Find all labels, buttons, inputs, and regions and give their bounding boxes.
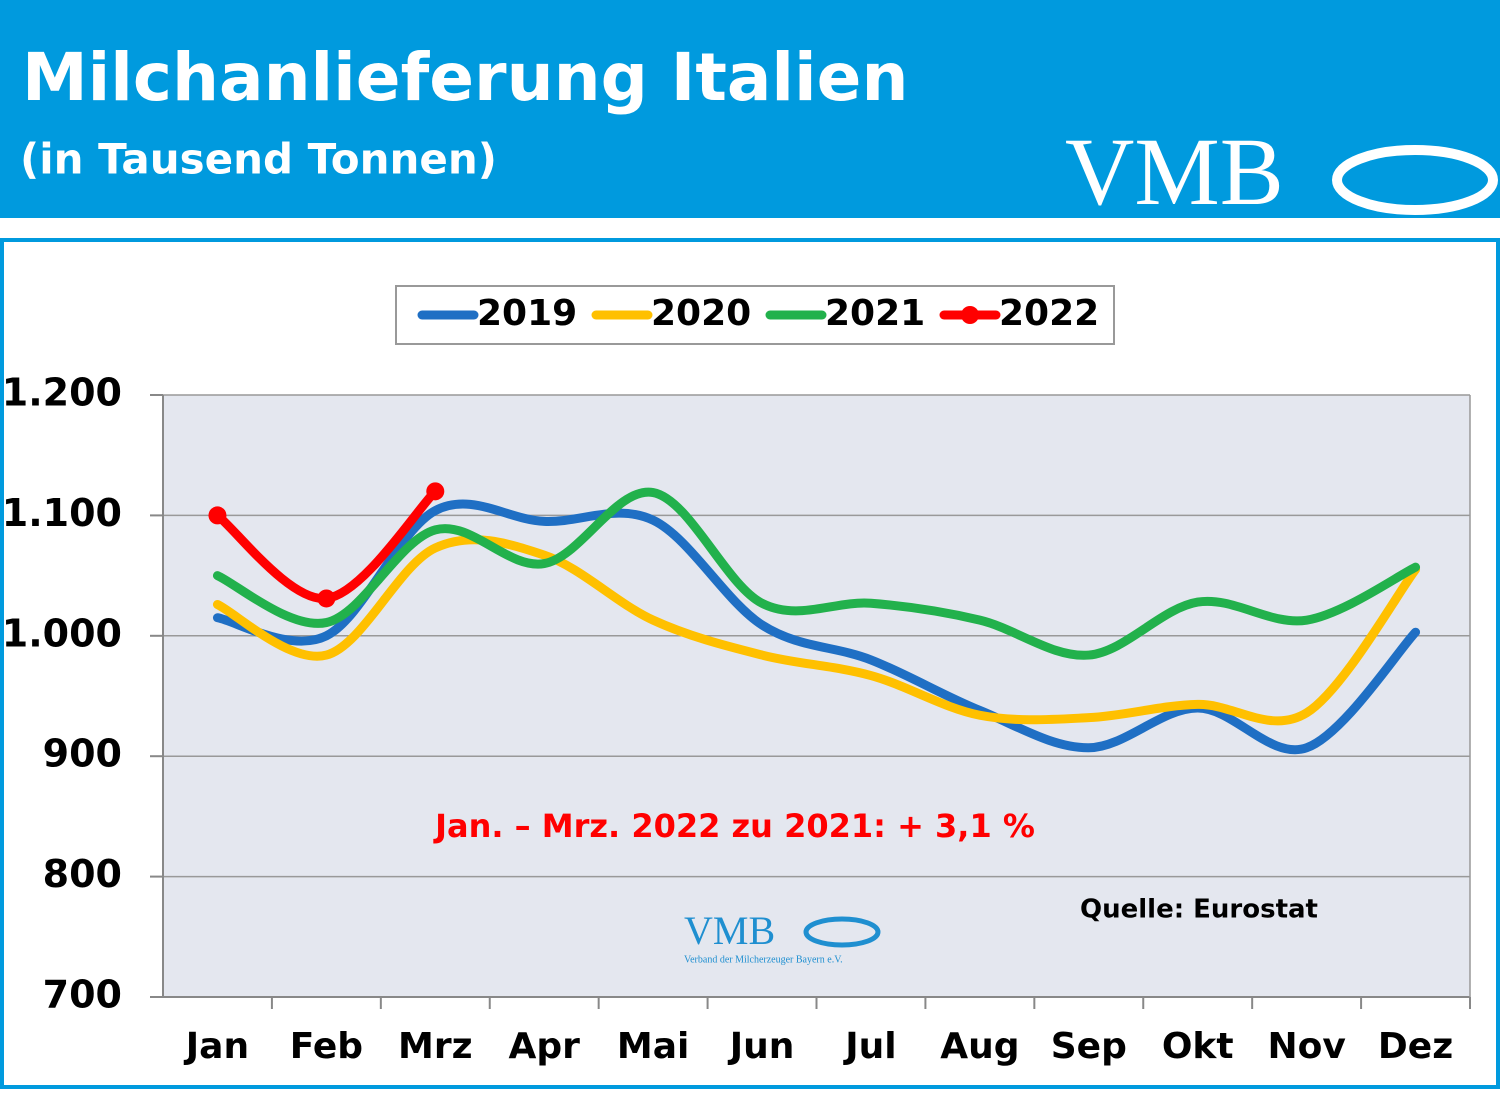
watermark-caption: Verband der Milcherzeuger Bayern e.V. — [684, 954, 843, 965]
x-tick-label: Jul — [842, 1026, 896, 1067]
point — [426, 482, 445, 501]
watermark-mark — [803, 916, 881, 948]
legend-label: 2020 — [651, 293, 751, 334]
x-tick-label: Jun — [727, 1026, 795, 1067]
y-tick-label: 900 — [43, 732, 122, 776]
x-tick-label: Dez — [1378, 1026, 1453, 1067]
x-tick-label: Sep — [1051, 1026, 1127, 1067]
y-tick-label: 1.200 — [2, 371, 122, 415]
legend-label: 2021 — [825, 293, 925, 334]
y-tick-label: 800 — [43, 852, 122, 896]
title: Milchanlieferung Italien — [22, 39, 908, 116]
point — [208, 506, 227, 525]
x-tick-label: Mai — [617, 1026, 689, 1067]
y-tick-label: 700 — [43, 973, 122, 1017]
source: Quelle: Eurostat — [1080, 895, 1318, 925]
plot-area — [163, 395, 1470, 997]
x-tick-label: Feb — [290, 1026, 363, 1067]
legend-label: 2022 — [999, 293, 1099, 334]
x-tick-label: Nov — [1267, 1026, 1345, 1067]
x-tick-label: Aug — [940, 1026, 1019, 1067]
point — [317, 589, 336, 608]
annotation: Jan. – Mrz. 2022 zu 2021: + 3,1 % — [433, 807, 1035, 845]
x-tick-label: Jan — [183, 1026, 249, 1067]
header-band — [0, 0, 1500, 218]
subtitle: (in Tausend Tonnen) — [20, 135, 497, 184]
x-tick-label: Apr — [509, 1026, 581, 1067]
y-tick-label: 1.100 — [2, 491, 122, 535]
line-series — [212, 535, 1421, 726]
y-tick-label: 1.000 — [2, 611, 122, 655]
legend-marker — [961, 306, 979, 324]
x-tick-label: Mrz — [398, 1026, 473, 1067]
line-series — [212, 499, 1421, 755]
legend-label: 2019 — [477, 293, 577, 334]
watermark-logo: VMB — [684, 908, 775, 953]
logo: VMB — [1065, 118, 1284, 225]
x-tick-label: Okt — [1162, 1026, 1234, 1067]
line-series — [212, 487, 1421, 660]
frame — [0, 238, 1500, 1089]
logo-mark — [1332, 145, 1498, 215]
